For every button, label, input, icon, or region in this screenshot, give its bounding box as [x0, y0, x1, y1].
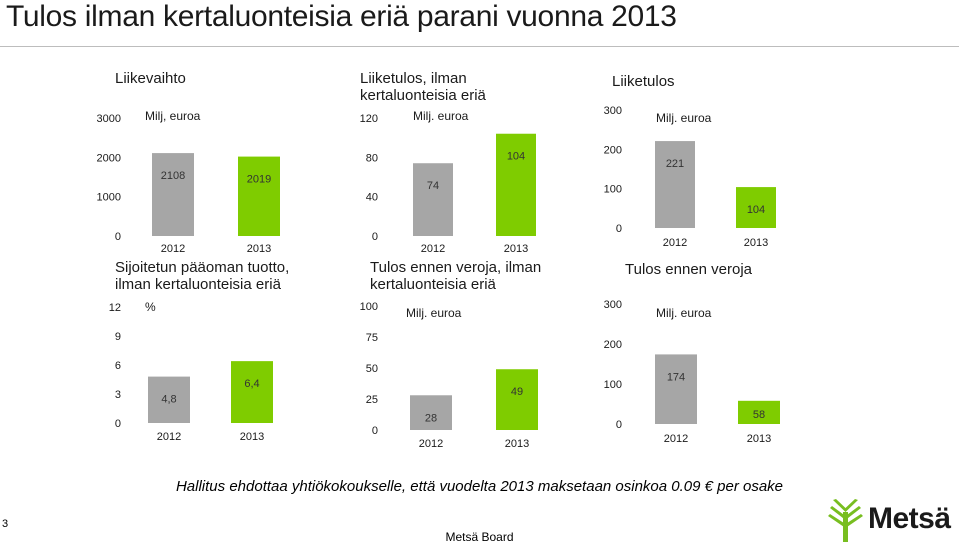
- x-category-label: 2012: [419, 438, 443, 450]
- x-category-label: 2013: [747, 433, 771, 445]
- y-tick-label: 120: [360, 113, 378, 125]
- bar-2013: [738, 400, 780, 424]
- y-tick-label: 50: [366, 363, 378, 375]
- y-tick-label: 100: [604, 184, 622, 196]
- chart-unit: Milj, euroa: [145, 109, 201, 123]
- y-tick-label: 9: [115, 331, 121, 343]
- x-category-label: 2013: [505, 438, 529, 450]
- y-tick-label: 80: [366, 152, 378, 164]
- chart-svg: 0 40 80 120 74 2012 104 2013: [360, 113, 536, 255]
- x-category-label: 2013: [744, 237, 768, 249]
- chart-title: Liiketulos, ilman kertaluonteisia eriä: [360, 70, 486, 104]
- y-tick-label: 0: [372, 231, 378, 243]
- chart-sijoitetun-paaoman-tuotto: Sijoitetun pääoman tuotto, ilman kertalu…: [0, 0, 300, 470]
- metsa-tree-logo-icon: [828, 499, 863, 542]
- y-tick-label: 0: [616, 419, 622, 431]
- data-label: 74: [427, 180, 439, 192]
- chart-unit: Milj. euroa: [656, 306, 712, 320]
- y-tick-label: 100: [604, 379, 622, 391]
- data-label: 58: [753, 409, 765, 421]
- y-tick-label: 40: [366, 192, 378, 204]
- chart-unit: Milj. euroa: [656, 111, 712, 125]
- chart-svg: 0 25 50 75 100 28 2012 49 2013: [360, 301, 538, 450]
- chart-title: Tulos ennen veroja, ilman kertaluonteisi…: [370, 259, 542, 293]
- data-label: 4,8: [161, 394, 176, 406]
- x-category-label: 2013: [240, 431, 264, 443]
- chart-tulos-ennen-veroja: Tulos ennen veroja Milj. euroa 0 100 200 30…: [604, 261, 780, 445]
- data-label: 2108: [161, 170, 185, 182]
- bar-2012: [413, 163, 453, 236]
- title-divider: [0, 46, 959, 47]
- bar-2013: [736, 187, 776, 228]
- chart-liiketulos-ilman-kertaluonteisia: Liiketulos, ilman kertaluonteisia eriä M…: [0, 0, 600, 260]
- chart-svg: 0 100 200 300 174 2012 58 2013: [604, 299, 780, 445]
- page-title: Tulos ilman kertaluonteisia eriä parani …: [6, 0, 677, 33]
- y-tick-label: 0: [616, 223, 622, 235]
- data-label: 104: [507, 151, 525, 163]
- data-label: 28: [425, 412, 437, 424]
- x-category-label: 2013: [247, 243, 271, 255]
- bar-2012: [655, 354, 697, 424]
- bar-2012: [148, 376, 190, 423]
- bar-2013: [238, 156, 280, 236]
- chart-title: Sijoitetun pääoman tuotto, ilman kertalu…: [115, 259, 290, 293]
- y-tick-label: 300: [604, 299, 622, 311]
- x-category-label: 2012: [663, 237, 687, 249]
- data-label: 49: [511, 386, 523, 398]
- y-tick-label: 300: [604, 105, 622, 117]
- chart-title: Tulos ennen veroja: [625, 261, 753, 278]
- chart-unit: Milj. euroa: [413, 109, 469, 123]
- y-tick-label: 3: [115, 389, 121, 401]
- x-category-label: 2013: [504, 243, 528, 255]
- y-tick-label: 6: [115, 360, 121, 372]
- chart-unit: Milj. euroa: [406, 306, 462, 320]
- y-tick-label: 0: [115, 418, 121, 430]
- y-tick-label: 1000: [97, 192, 121, 204]
- chart-liiketulos: Liiketulos Milj. euroa 0 100 200 300 221 2012…: [0, 0, 959, 260]
- brand-footer: Metsä Board: [445, 530, 514, 544]
- data-label: 6,4: [244, 378, 259, 390]
- x-category-label: 2012: [664, 433, 688, 445]
- bar-2012: [655, 141, 695, 228]
- y-tick-label: 0: [372, 425, 378, 437]
- y-tick-label: 0: [115, 231, 121, 243]
- y-tick-label: 200: [604, 144, 622, 156]
- bar-2013: [496, 369, 538, 430]
- logo-text: Metsä: [868, 502, 951, 535]
- y-tick-label: 3000: [97, 113, 121, 125]
- y-tick-label: 2000: [97, 152, 121, 164]
- chart-title: Liiketulos: [612, 73, 675, 90]
- y-tick-label: 100: [360, 301, 378, 313]
- x-category-label: 2012: [157, 431, 181, 443]
- chart-liikevaihto: Liikevaihto Milj, euroa 0 1000 2000 3000 210…: [0, 0, 300, 260]
- bar-2013: [496, 133, 536, 236]
- chart-svg: 0 3 6 9 12 4,8 2012 6,4 2013: [109, 302, 273, 443]
- data-label: 221: [666, 158, 684, 170]
- y-tick-label: 200: [604, 339, 622, 351]
- y-tick-label: 12: [109, 302, 121, 314]
- y-tick-label: 75: [366, 332, 378, 344]
- y-tick-label: 25: [366, 394, 378, 406]
- bar-2012: [410, 395, 452, 430]
- chart-unit: %: [145, 300, 156, 314]
- chart-svg: 0 100 200 300 221 2012 104 2013: [604, 105, 776, 249]
- x-category-label: 2012: [421, 243, 445, 255]
- chart-title: Liikevaihto: [115, 70, 186, 87]
- bar-2013: [231, 361, 273, 423]
- chart-tulos-ennen-veroja-ilman: Tulos ennen veroja, ilman kertaluonteisi…: [360, 259, 542, 450]
- dividend-footnote: Hallitus ehdottaa yhtiökokoukselle, että…: [175, 478, 784, 495]
- data-label: 174: [667, 371, 685, 383]
- page-number: 3: [2, 518, 9, 530]
- x-category-label: 2012: [161, 243, 185, 255]
- data-label: 2019: [247, 174, 271, 186]
- chart-svg: 0 1000 2000 3000 2108 2012 2019 2013: [97, 113, 280, 255]
- data-label: 104: [747, 204, 765, 216]
- bar-2012: [152, 153, 194, 236]
